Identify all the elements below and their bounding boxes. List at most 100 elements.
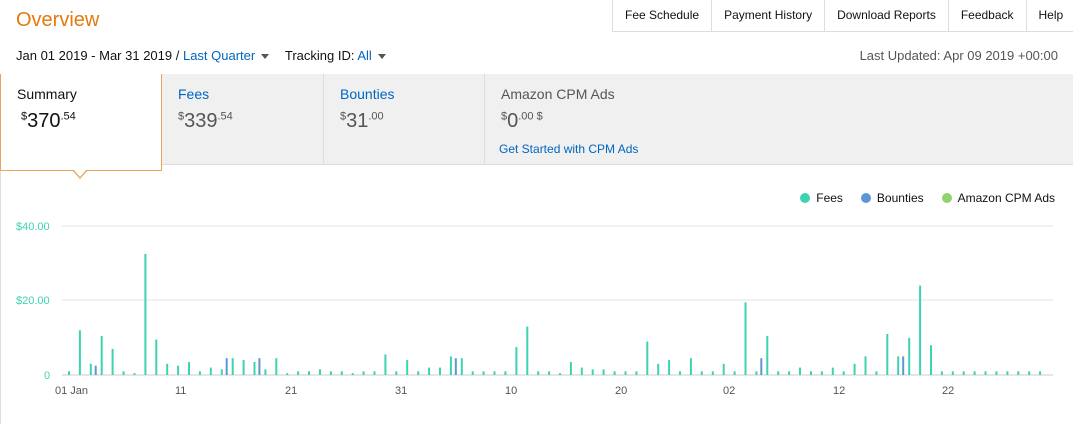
chart-bar-fees[interactable] xyxy=(591,369,594,375)
chart-bar-fees[interactable] xyxy=(362,371,365,375)
chart-bar-fees[interactable] xyxy=(155,339,158,375)
chart-bar-fees[interactable] xyxy=(242,360,245,375)
chart-bar-fees[interactable] xyxy=(111,348,114,375)
chart-bar-fees[interactable] xyxy=(471,371,474,375)
chart-bar-fees[interactable] xyxy=(384,354,387,376)
chart-bar-bounties[interactable] xyxy=(94,365,97,375)
chevron-down-icon[interactable] xyxy=(377,54,386,60)
chart-bar-fees[interactable] xyxy=(526,326,529,375)
legend-item-cpm-ads[interactable]: Amazon CPM Ads xyxy=(941,191,1055,205)
chart-bar-fees[interactable] xyxy=(679,371,681,375)
chart-bar-fees[interactable] xyxy=(220,369,223,375)
chart-bar-bounties[interactable] xyxy=(258,358,261,375)
chart-bar-fees[interactable] xyxy=(973,371,976,375)
chart-bar-fees[interactable] xyxy=(602,369,605,375)
chart-bar-fees[interactable] xyxy=(275,358,278,375)
chart-bar-bounties[interactable] xyxy=(760,358,763,375)
chart-bar-fees[interactable] xyxy=(1039,371,1042,375)
chart-bar-fees[interactable] xyxy=(831,367,834,376)
chart-bar-fees[interactable] xyxy=(144,253,147,375)
chart-bar-fees[interactable] xyxy=(78,330,81,375)
chart-bar-fees[interactable] xyxy=(984,371,987,375)
cpm-get-started-link[interactable]: Get Started with CPM Ads xyxy=(499,142,639,156)
chart-bar-fees[interactable] xyxy=(657,363,660,375)
chart-bar-fees[interactable] xyxy=(755,371,758,375)
chart-bar-fees[interactable] xyxy=(635,371,638,375)
chart-bar-fees[interactable] xyxy=(624,371,627,375)
chart-bar-fees[interactable] xyxy=(319,369,321,375)
chart-bar-fees[interactable] xyxy=(122,371,125,375)
chart-bar-fees[interactable] xyxy=(329,371,332,375)
legend-item-fees[interactable]: Fees xyxy=(800,191,843,205)
chart-bar-fees[interactable] xyxy=(559,373,561,375)
chart-bar-fees[interactable] xyxy=(177,365,180,375)
chart-bar-fees[interactable] xyxy=(100,335,103,375)
chart-bar-fees[interactable] xyxy=(820,371,823,375)
chart-bar-fees[interactable] xyxy=(853,363,856,375)
chart-bar-fees[interactable] xyxy=(68,371,70,375)
tab-summary[interactable]: Summary $370.54 xyxy=(0,74,162,171)
chart-bar-fees[interactable] xyxy=(995,371,998,375)
chart-bar-fees[interactable] xyxy=(548,371,551,375)
chart-bar-fees[interactable] xyxy=(886,334,889,375)
chart-bar-fees[interactable] xyxy=(940,371,943,375)
chart-bar-fees[interactable] xyxy=(788,371,791,375)
chart-bar-fees[interactable] xyxy=(875,371,878,375)
tab-bounties[interactable]: Bounties $31.00 xyxy=(324,74,485,164)
chart-bar-fees[interactable] xyxy=(515,347,518,375)
chart-bar-fees[interactable] xyxy=(493,371,496,375)
feedback-button[interactable]: Feedback xyxy=(947,0,1026,31)
chart-bar-fees[interactable] xyxy=(209,367,212,376)
chart-bar-fees[interactable] xyxy=(373,371,376,375)
chart-bar-fees[interactable] xyxy=(351,373,354,375)
chart-bar-fees[interactable] xyxy=(198,371,201,375)
tab-fees[interactable]: Fees $339.54 xyxy=(162,74,324,164)
chart-bar-fees[interactable] xyxy=(439,367,441,376)
chart-bar-fees[interactable] xyxy=(460,358,463,375)
chart-bar-fees[interactable] xyxy=(264,369,267,375)
chart-bar-fees[interactable] xyxy=(777,371,780,375)
chart-bar-fees[interactable] xyxy=(395,371,398,375)
chart-bar-fees[interactable] xyxy=(733,371,736,375)
chart-bar-fees[interactable] xyxy=(1017,371,1020,375)
chart-bar-fees[interactable] xyxy=(482,371,485,375)
chart-bar-fees[interactable] xyxy=(253,362,256,375)
chart-bar-fees[interactable] xyxy=(668,360,671,375)
chart-bar-fees[interactable] xyxy=(188,362,190,375)
chart-bar-fees[interactable] xyxy=(951,371,954,375)
chart-bar-fees[interactable] xyxy=(297,371,300,375)
chart-bar-fees[interactable] xyxy=(810,371,812,375)
fee-schedule-button[interactable]: Fee Schedule xyxy=(625,8,700,22)
legend-item-bounties[interactable]: Bounties xyxy=(860,191,924,205)
chart-bar-fees[interactable] xyxy=(919,285,922,375)
chart-bar-fees[interactable] xyxy=(1028,371,1031,375)
chart-bar-bounties[interactable] xyxy=(454,358,457,375)
chart-bar-fees[interactable] xyxy=(417,371,420,375)
chart-bar-bounties[interactable] xyxy=(902,356,905,375)
chart-bar-fees[interactable] xyxy=(340,371,343,375)
chart-bar-fees[interactable] xyxy=(908,337,911,376)
chart-bar-fees[interactable] xyxy=(864,356,867,375)
chart-bar-fees[interactable] xyxy=(962,371,965,375)
chart-bar-fees[interactable] xyxy=(930,345,932,375)
chart-bar-fees[interactable] xyxy=(744,302,747,375)
chart-bar-fees[interactable] xyxy=(766,335,769,375)
tab-fees-label[interactable]: Fees xyxy=(178,86,210,102)
chart-bar-fees[interactable] xyxy=(231,358,234,375)
help-button[interactable]: Help xyxy=(1025,0,1073,31)
tracking-id-dropdown[interactable]: All xyxy=(357,48,372,63)
chart-bar-fees[interactable] xyxy=(722,363,725,375)
chart-bar-fees[interactable] xyxy=(428,367,431,376)
chart-bar-fees[interactable] xyxy=(700,371,703,375)
chart-bar-fees[interactable] xyxy=(166,363,169,375)
chart-bar-fees[interactable] xyxy=(89,363,92,375)
chart-bar-fees[interactable] xyxy=(406,360,409,375)
chart-bar-fees[interactable] xyxy=(799,367,801,376)
chart-bar-fees[interactable] xyxy=(133,373,136,375)
payment-history-button[interactable]: Payment History xyxy=(711,0,824,31)
chart-bar-fees[interactable] xyxy=(504,371,507,375)
chart-bar-fees[interactable] xyxy=(286,373,289,375)
date-preset-dropdown[interactable]: Last Quarter xyxy=(182,48,256,63)
chart-bar-fees[interactable] xyxy=(613,371,616,375)
chart-bar-fees[interactable] xyxy=(842,371,845,375)
